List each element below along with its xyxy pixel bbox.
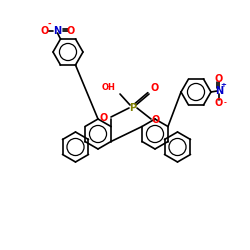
Text: N: N <box>215 86 223 96</box>
Text: P: P <box>130 103 136 113</box>
Text: +: + <box>220 82 226 88</box>
Text: O: O <box>40 26 48 36</box>
Text: O: O <box>151 83 159 93</box>
Text: O: O <box>215 98 223 108</box>
Text: O: O <box>152 115 160 125</box>
Text: N: N <box>54 26 62 36</box>
Text: O: O <box>66 26 74 36</box>
Text: O: O <box>215 74 223 84</box>
Text: OH: OH <box>102 84 116 92</box>
Text: O: O <box>100 113 108 123</box>
Text: -: - <box>224 100 226 106</box>
Text: -: - <box>48 20 51 28</box>
